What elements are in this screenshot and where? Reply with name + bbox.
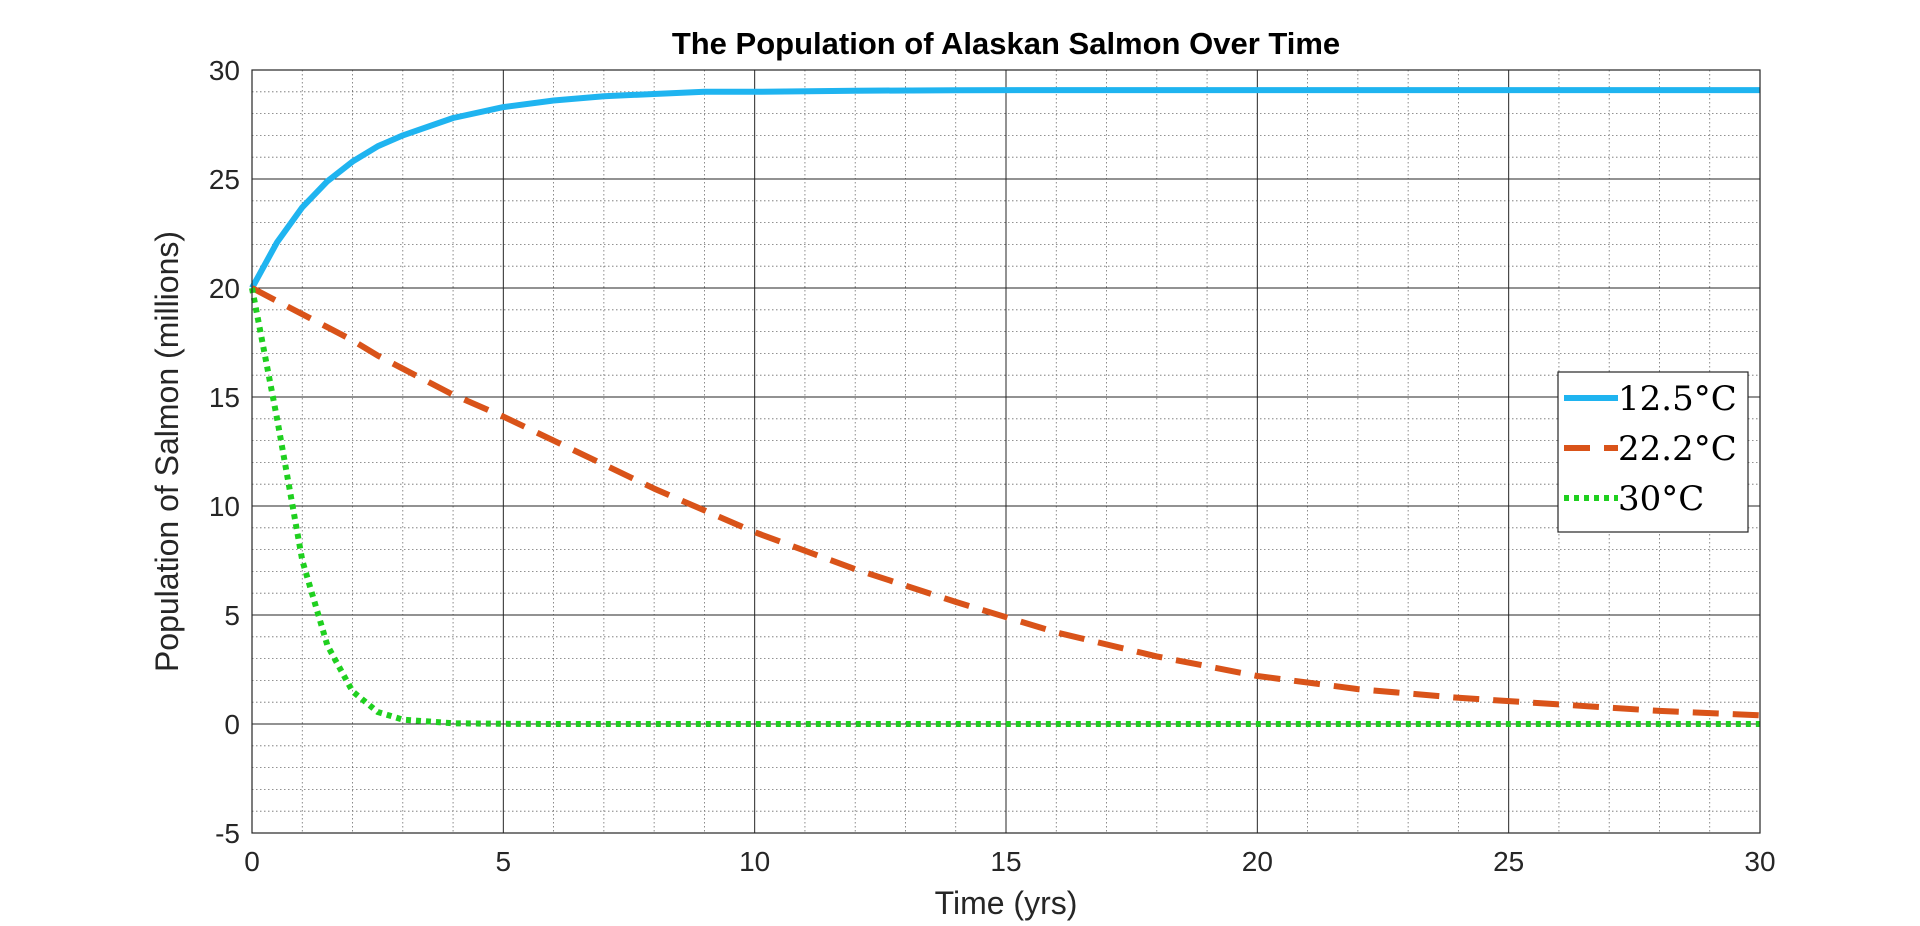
y-tick-label: 30	[209, 55, 240, 86]
chart-title: The Population of Alaskan Salmon Over Ti…	[672, 26, 1340, 61]
y-tick-label: 15	[209, 382, 240, 413]
series-layer	[249, 87, 1761, 727]
x-tick-label: 25	[1493, 846, 1524, 877]
x-tick-label: 0	[244, 846, 260, 877]
y-tick-label: 25	[209, 164, 240, 195]
x-axis-label: Time (yrs)	[935, 885, 1078, 921]
y-tick-label: 5	[224, 600, 240, 631]
y-tick-label: 0	[224, 709, 240, 740]
y-tick-label: 10	[209, 491, 240, 522]
y-tick-label: -5	[215, 818, 240, 849]
x-tick-label: 5	[496, 846, 512, 877]
x-tick-label: 20	[1242, 846, 1273, 877]
series-line	[249, 87, 1760, 290]
legend-label: 30°C	[1618, 479, 1704, 519]
legend-label: 12.5°C	[1618, 379, 1737, 419]
x-tick-label: 15	[990, 846, 1021, 877]
x-tick-label: 30	[1744, 846, 1775, 877]
legend: 12.5°C 22.2°C 30°C	[1557, 371, 1749, 533]
y-tick-labels: -5 0 5 10 15 20 25 30	[209, 55, 240, 849]
series-line	[249, 287, 1760, 727]
legend-label: 22.2°C	[1618, 429, 1737, 469]
y-tick-label: 20	[209, 273, 240, 304]
y-axis-label: Population of Salmon (millions)	[149, 231, 185, 672]
x-tick-labels: 0 5 10 15 20 25 30	[244, 846, 1775, 877]
series-line	[250, 285, 1761, 719]
x-tick-label: 10	[739, 846, 770, 877]
plot-frame	[251, 69, 1761, 834]
